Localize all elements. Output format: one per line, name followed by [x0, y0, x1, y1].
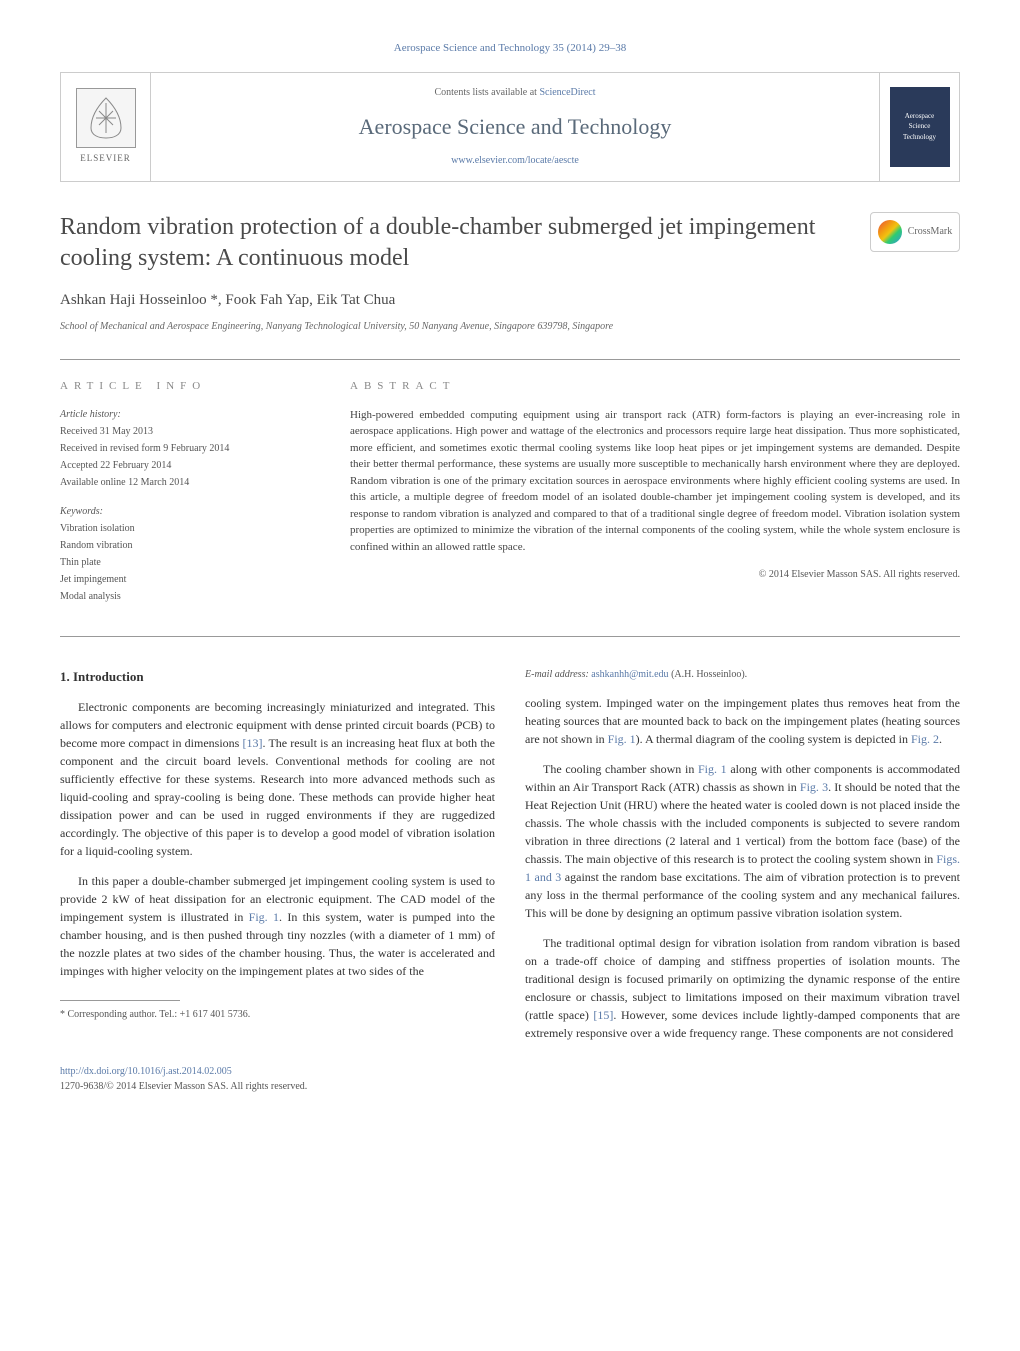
keywords-label: Keywords: — [60, 504, 320, 519]
fig-1-link[interactable]: Fig. 1 — [249, 910, 279, 924]
body-p5: The traditional optimal design for vibra… — [525, 934, 960, 1042]
body-text: 1. Introduction Electronic components ar… — [60, 667, 960, 1044]
journal-name: Aerospace Science and Technology — [359, 110, 672, 143]
elsevier-tree-icon — [76, 88, 136, 148]
ref-15-link[interactable]: [15] — [593, 1008, 613, 1022]
cover-image: Aerospace Science Technology — [890, 87, 950, 167]
body-p4: The cooling chamber shown in Fig. 1 alon… — [525, 760, 960, 922]
author-email-link[interactable]: ashkanhh@mit.edu — [591, 669, 668, 680]
history-received: Received 31 May 2013 — [60, 424, 320, 439]
crossmark-label: CrossMark — [908, 224, 952, 239]
keywords-block: Keywords: Vibration isolation Random vib… — [60, 504, 320, 604]
section-1-heading: 1. Introduction — [60, 667, 495, 687]
affiliation: School of Mechanical and Aerospace Engin… — [60, 319, 960, 334]
ref-13-link[interactable]: [13] — [243, 736, 263, 750]
journal-cover-thumb: Aerospace Science Technology — [879, 73, 959, 181]
fig-1-link-3[interactable]: Fig. 1 — [698, 762, 727, 776]
keyword-5: Modal analysis — [60, 589, 320, 604]
history-label: Article history: — [60, 407, 320, 422]
keyword-4: Jet impingement — [60, 572, 320, 587]
header-center: Contents lists available at ScienceDirec… — [151, 73, 879, 181]
history-accepted: Accepted 22 February 2014 — [60, 458, 320, 473]
publisher-name: ELSEVIER — [80, 152, 131, 166]
footnote-divider — [60, 1000, 180, 1001]
fig-2-link[interactable]: Fig. 2 — [911, 732, 939, 746]
article-info-heading: ARTICLE INFO — [60, 378, 320, 395]
keyword-3: Thin plate — [60, 555, 320, 570]
abstract-copyright: © 2014 Elsevier Masson SAS. All rights r… — [350, 567, 960, 582]
keyword-2: Random vibration — [60, 538, 320, 553]
issn-copyright: 1270-9638/© 2014 Elsevier Masson SAS. Al… — [60, 1079, 960, 1094]
fig-3-link[interactable]: Fig. 3 — [800, 780, 828, 794]
author-list: Ashkan Haji Hosseinloo *, Fook Fah Yap, … — [60, 289, 960, 312]
fig-1-link-2[interactable]: Fig. 1 — [608, 732, 636, 746]
journal-header-box: ELSEVIER Contents lists available at Sci… — [60, 72, 960, 182]
article-title: Random vibration protection of a double-… — [60, 212, 850, 274]
history-revised: Received in revised form 9 February 2014 — [60, 441, 320, 456]
corresponding-author-footnote: * Corresponding author. Tel.: +1 617 401… — [60, 1007, 495, 1022]
abstract-heading: ABSTRACT — [350, 378, 960, 395]
history-online: Available online 12 March 2014 — [60, 475, 320, 490]
doi-link[interactable]: http://dx.doi.org/10.1016/j.ast.2014.02.… — [60, 1064, 960, 1079]
abstract-text: High-powered embedded computing equipmen… — [350, 407, 960, 556]
abstract-column: ABSTRACT High-powered embedded computing… — [350, 378, 960, 618]
contents-prefix: Contents lists available at — [434, 87, 539, 98]
author-names[interactable]: Ashkan Haji Hosseinloo *, Fook Fah Yap, … — [60, 292, 395, 308]
journal-url-link[interactable]: www.elsevier.com/locate/aescte — [451, 153, 579, 168]
email-footnote: E-mail address: ashkanhh@mit.edu (A.H. H… — [525, 667, 960, 682]
journal-citation: Aerospace Science and Technology 35 (201… — [60, 40, 960, 57]
sciencedirect-link[interactable]: ScienceDirect — [539, 87, 595, 98]
body-p3: cooling system. Impinged water on the im… — [525, 694, 960, 748]
body-p2: In this paper a double-chamber submerged… — [60, 872, 495, 980]
contents-line: Contents lists available at ScienceDirec… — [434, 85, 595, 100]
publisher-logo[interactable]: ELSEVIER — [61, 73, 151, 181]
keyword-1: Vibration isolation — [60, 521, 320, 536]
crossmark-icon — [878, 220, 902, 244]
article-info-column: ARTICLE INFO Article history: Received 3… — [60, 378, 320, 618]
crossmark-button[interactable]: CrossMark — [870, 212, 960, 252]
article-history-block: Article history: Received 31 May 2013 Re… — [60, 407, 320, 490]
body-p1: Electronic components are becoming incre… — [60, 698, 495, 860]
